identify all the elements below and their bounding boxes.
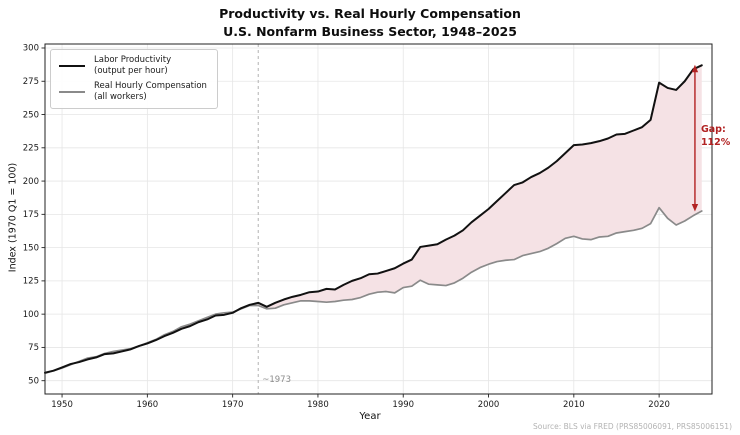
compensation-line-swatch (59, 91, 85, 94)
y-tick-label: 225 (23, 144, 39, 154)
y-tick-label: 150 (23, 243, 39, 253)
legend: Labor Productivity (output per hour) Rea… (50, 49, 218, 110)
x-tick-label: 1960 (137, 400, 159, 410)
gap-annotation: Gap: 112% (701, 124, 730, 150)
y-tick-label: 300 (23, 44, 39, 54)
y-axis-title: Index (1970 Q1 = 100) (7, 162, 19, 273)
x-axis-title: Year (359, 411, 381, 422)
legend-sublabel: (all workers) (94, 92, 147, 103)
x-tick-label: 1950 (51, 400, 73, 410)
plot-border (44, 43, 713, 395)
x-tick-label: 2020 (648, 400, 670, 410)
productivity-line (44, 64, 703, 374)
x-tick-label: 1980 (307, 400, 329, 410)
gap-arrow-head-bottom (691, 204, 699, 212)
source-note: Source: BLS via FRED (PRS85006091, PRS85… (532, 422, 732, 431)
y-tick-label: 200 (23, 177, 39, 187)
y-tick-label: 50 (28, 376, 39, 386)
y-tick-label: 100 (23, 310, 39, 320)
legend-sublabel: (output per hour) (94, 66, 168, 77)
gap-arrow-head-top (691, 64, 699, 73)
legend-label: Labor Productivity (94, 55, 172, 65)
legend-item-productivity: Labor Productivity (output per hour) (59, 55, 207, 77)
gap-annotation-line1: Gap: (700, 124, 726, 136)
y-tick-label: 250 (23, 110, 39, 120)
productivity-line-swatch (59, 65, 85, 68)
x-tick-label: 2010 (563, 400, 585, 410)
y-tick-label: 175 (23, 210, 39, 220)
gap-annotation-line2: 112% (700, 136, 731, 148)
legend-label: Real Hourly Compensation (94, 81, 207, 92)
chart-title: Productivity vs. Real Hourly Compensatio… (0, 5, 740, 41)
y-tick-label: 275 (23, 77, 39, 87)
x-tick-label: 1990 (392, 400, 414, 410)
gap-shaded-area (45, 65, 702, 374)
x-tick-label: 2000 (478, 400, 500, 410)
chart-title-line1: Productivity vs. Real Hourly Compensatio… (219, 6, 521, 21)
legend-item-compensation: Real Hourly Compensation (all workers) (59, 81, 207, 103)
x-tick-label: 1970 (222, 400, 244, 410)
dashed-line-label: ~1973 (262, 375, 291, 385)
y-tick-label: 125 (23, 277, 39, 287)
chart-title-line2: U.S. Nonfarm Business Sector, 1948–2025 (223, 24, 517, 40)
y-tick-label: 75 (28, 343, 39, 353)
